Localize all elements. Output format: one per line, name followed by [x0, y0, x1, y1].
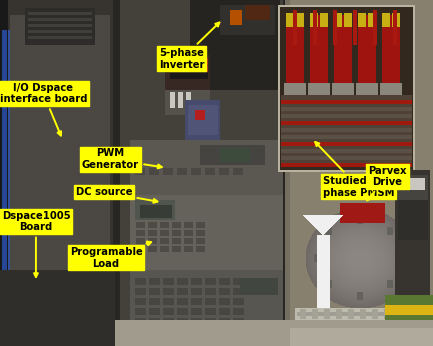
Text: I/O Dspace
interface board: I/O Dspace interface board	[0, 83, 87, 136]
Text: Parvex
Drive: Parvex Drive	[367, 166, 407, 200]
Text: PWM
Generator: PWM Generator	[82, 148, 162, 170]
Text: Studied 5-
phase PMSM: Studied 5- phase PMSM	[315, 142, 394, 198]
Text: 5-phase
Inverter: 5-phase Inverter	[159, 22, 220, 70]
Text: DC source: DC source	[76, 187, 158, 203]
Text: Programable
Load: Programable Load	[70, 242, 151, 268]
Text: Dspace1005
Board: Dspace1005 Board	[2, 211, 70, 277]
